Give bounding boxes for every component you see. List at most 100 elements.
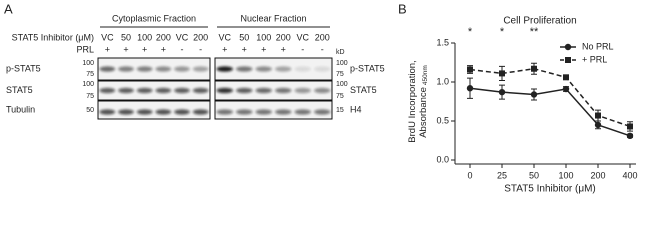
band (275, 66, 292, 72)
legend-marker (565, 57, 571, 63)
data-point (531, 65, 537, 72)
kd-label: kD (336, 49, 345, 56)
series-line (469, 87, 631, 137)
series-line (469, 67, 631, 128)
data-point (563, 74, 569, 81)
page: A B Cytoplasmic Fraction VC +50 +100 +200 + VC… (4, 1, 638, 195)
row-label: H4 (350, 104, 362, 114)
legend-label: No PRL (582, 41, 614, 51)
lane-label: VC (176, 32, 189, 42)
prl-sign: + (242, 44, 247, 54)
band (174, 87, 190, 94)
lane-label: 200 (276, 32, 291, 42)
band (255, 87, 272, 94)
lane-label: 100 (256, 32, 271, 42)
band (236, 87, 253, 94)
panel-label: B (398, 1, 407, 16)
band (216, 66, 233, 72)
y-tick-label: 0.0 (436, 154, 449, 164)
prl-sign: + (161, 44, 166, 54)
annotation: * (500, 26, 505, 38)
mw-label: 100 (82, 81, 94, 88)
row-label: STAT5 (6, 85, 33, 95)
mw-label: 75 (336, 71, 344, 78)
x-tick-label: 200 (590, 170, 605, 180)
y-axis-label: BrdU Incorporation,Absorbance 450nm (407, 60, 429, 142)
band (99, 87, 116, 94)
band (255, 66, 272, 72)
data-point (467, 66, 473, 73)
x-tick-label: 50 (529, 170, 539, 180)
lane-label: 200 (193, 32, 208, 42)
y-axis-label-part: Absorbance (418, 87, 429, 138)
band (314, 66, 331, 72)
band (118, 109, 134, 115)
x-tick-label: 0 (467, 170, 472, 180)
y-tick-label: 1.0 (436, 76, 449, 86)
prl-sign: - (199, 44, 202, 54)
data-point (562, 85, 570, 93)
x-tick-label: 100 (558, 170, 573, 180)
y-tick-label: 1.5 (436, 37, 449, 47)
band (314, 109, 331, 115)
mw-label: 75 (86, 93, 94, 100)
x-tick-label: 25 (497, 170, 507, 180)
data-point (530, 91, 538, 98)
band (155, 87, 172, 94)
data-point (595, 112, 601, 119)
chart-title: Cell Proliferation (503, 16, 576, 27)
mw-label: 50 (86, 107, 94, 114)
lane-label: 200 (315, 32, 330, 42)
blot-box (97, 100, 211, 120)
band (192, 109, 209, 115)
band (99, 109, 116, 115)
row-label: Tubulin (6, 104, 35, 114)
band (275, 109, 292, 115)
legend-marker (564, 43, 572, 51)
prl-sign: + (222, 44, 227, 54)
band (216, 87, 233, 94)
prl-sign: - (301, 44, 304, 54)
fraction-title: Cytoplasmic Fraction (112, 13, 196, 23)
prl-label: PRL (76, 44, 94, 54)
mw-label: 15 (336, 107, 344, 114)
band (275, 87, 292, 94)
x-axis-label: STAT5 Inhibitor (μM) (504, 184, 596, 195)
fraction-title: Nuclear Fraction (240, 13, 306, 23)
figure: A B Cytoplasmic Fraction VC +50 +100 +200 + VC… (4, 1, 638, 195)
band (155, 109, 172, 115)
prl-sign: + (281, 44, 286, 54)
band (192, 87, 209, 94)
row-label: p-STAT5 (350, 63, 385, 73)
lane-label: VC (101, 32, 114, 42)
y-tick-label: 0.5 (436, 115, 449, 125)
blot-box (97, 80, 211, 101)
band (294, 109, 311, 115)
band (216, 109, 233, 115)
data-point (498, 88, 506, 96)
lane-label: 100 (137, 32, 152, 42)
band (294, 87, 311, 94)
mw-label: 75 (336, 93, 344, 100)
prl-sign: + (105, 44, 110, 54)
x-tick-label: 400 (622, 170, 637, 180)
data-point (466, 85, 474, 92)
blot-box (214, 57, 333, 81)
prl-sign: + (142, 44, 147, 54)
band (136, 87, 153, 94)
band (314, 87, 331, 94)
data-point (499, 70, 505, 77)
band (174, 109, 190, 115)
prl-sign: - (321, 44, 324, 54)
blot-box (97, 57, 211, 81)
y-axis-label-line: BrdU Incorporation, (407, 60, 418, 142)
mw-label: 100 (336, 81, 348, 88)
prl-sign: + (261, 44, 266, 54)
mw-label: 75 (86, 71, 94, 78)
band (236, 109, 253, 115)
lane-label: 50 (121, 32, 131, 42)
mw-label: 100 (336, 60, 348, 67)
y-axis-label-sub: 450nm (422, 65, 429, 85)
band (255, 109, 272, 115)
inhibitor-label: STAT5 Inhibitor (μM) (12, 32, 94, 42)
